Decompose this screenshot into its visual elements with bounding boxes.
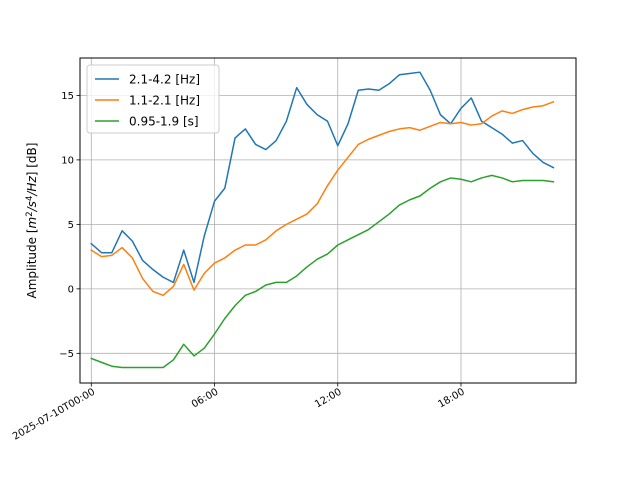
- y-tick-label: 10: [61, 155, 74, 166]
- legend-label-2: 0.95-1.9 [s]: [129, 115, 199, 129]
- y-axis-label-part: /: [25, 205, 39, 212]
- y-axis-label-part: /Hz: [25, 176, 39, 197]
- series-line-0: [90, 71, 555, 284]
- series-line-1: [90, 100, 555, 297]
- y-tick-label: 15: [61, 91, 74, 102]
- legend-label-0: 2.1-4.2 [Hz]: [129, 73, 200, 87]
- legend-box: [86, 64, 220, 134]
- y-axis-label-part: s: [25, 201, 39, 207]
- y-axis-label-part: ] [dB]: [25, 143, 39, 177]
- y-axis-label-part: 4: [25, 196, 35, 201]
- series-line-2: [90, 174, 555, 369]
- y-tick-label: −5: [59, 349, 74, 360]
- series-lines: [90, 71, 555, 369]
- y-axis-label-part: m: [25, 217, 39, 229]
- y-tick-label: 0: [68, 284, 74, 295]
- y-axis-label: Amplitude [m2​/s4​/Hz] [dB]: [25, 143, 39, 299]
- legend-label-1: 1.1-2.1 [Hz]: [129, 94, 200, 108]
- y-axis-label-part: Amplitude [: [25, 228, 39, 298]
- y-axis-label-part: 2: [25, 211, 35, 216]
- axes-frame: [79, 57, 577, 384]
- legend: 2.1-4.2 [Hz] 1.1-2.1 [Hz] 0.95-1.9 [s]: [86, 64, 220, 134]
- y-axis-ticks: −5 0 5 10 15: [59, 91, 80, 360]
- y-tick-label: 5: [68, 220, 74, 231]
